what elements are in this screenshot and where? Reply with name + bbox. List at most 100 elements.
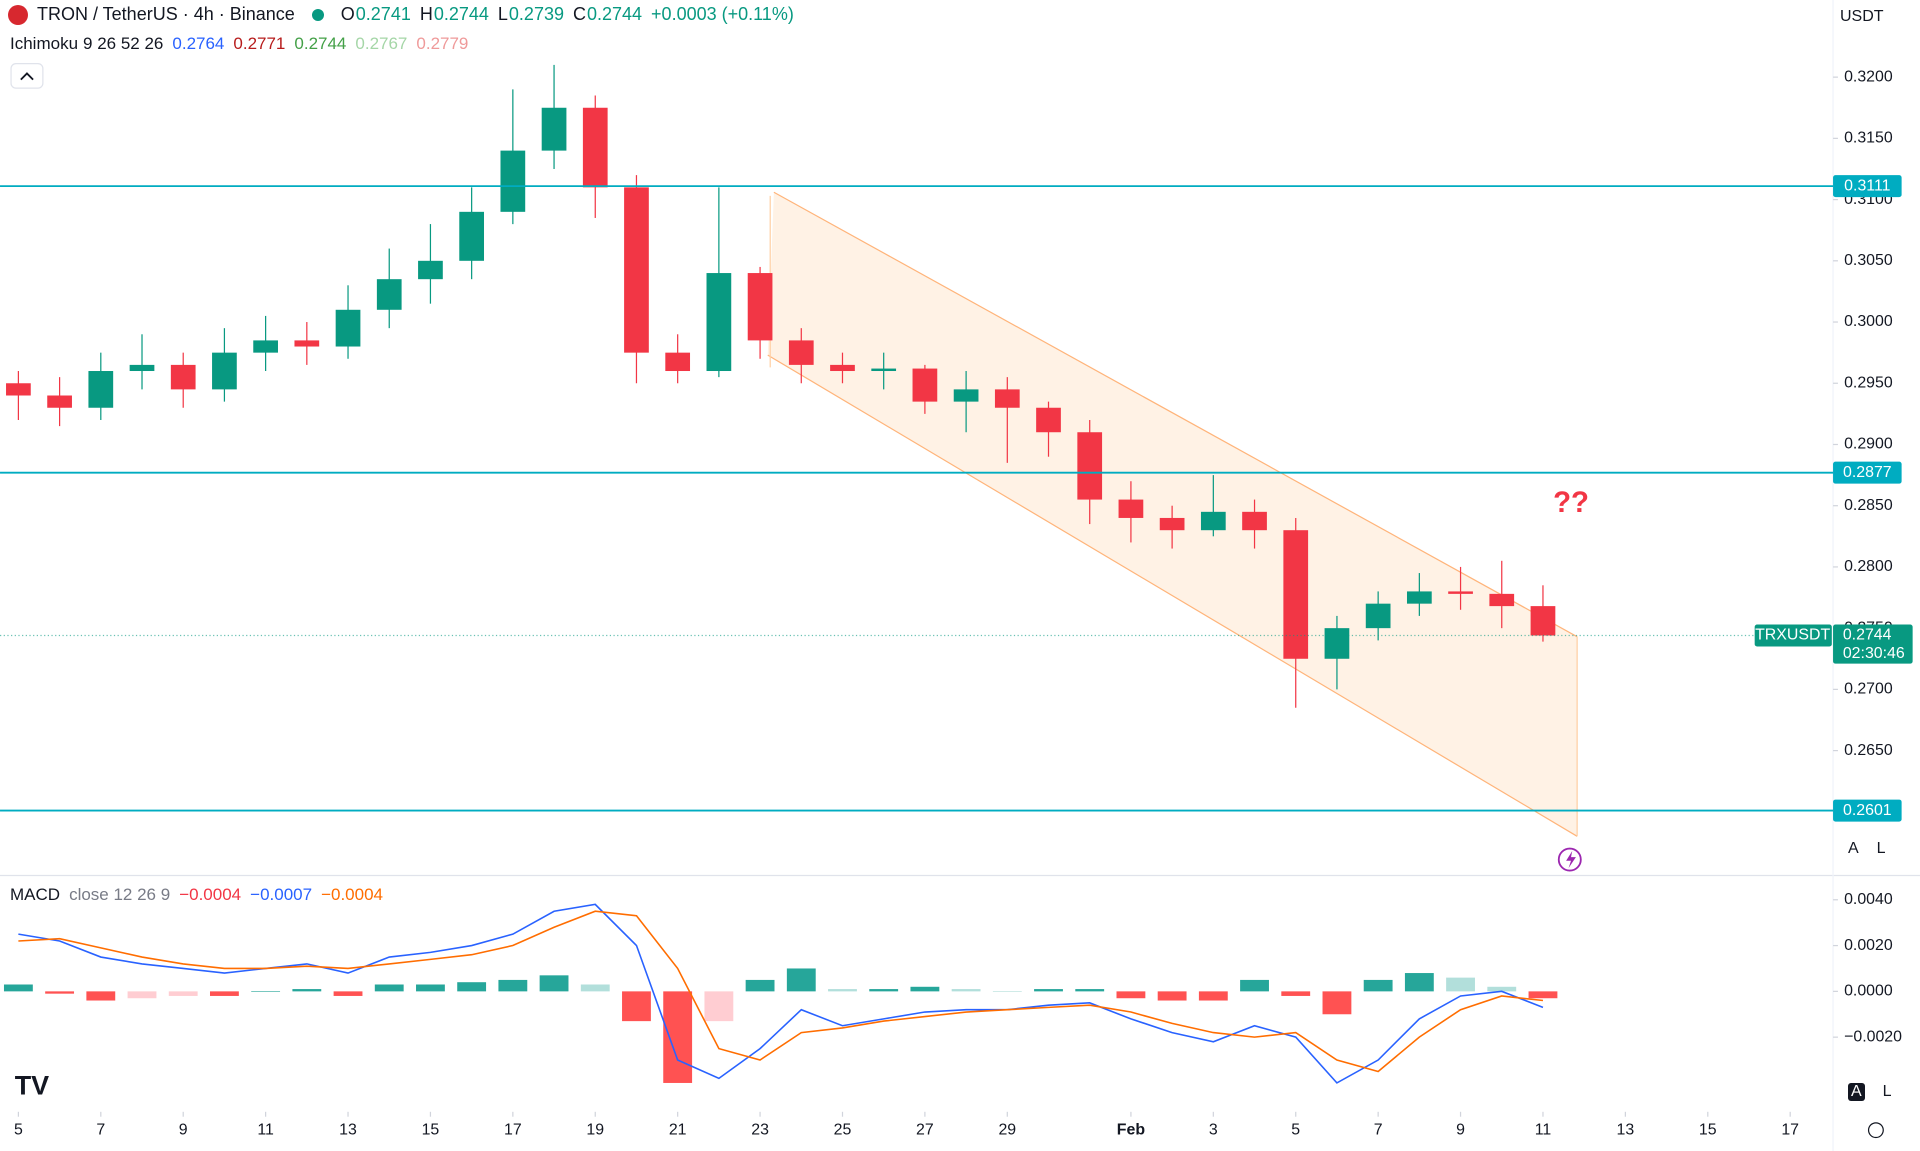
histogram-bar bbox=[127, 991, 157, 999]
histogram-bar bbox=[1404, 973, 1434, 992]
market-status bbox=[311, 8, 324, 21]
histogram-bar bbox=[663, 991, 693, 1083]
auto-button[interactable]: A bbox=[1848, 840, 1859, 857]
ohlc-label: O bbox=[340, 4, 355, 24]
y-tick-label: 0.0040 bbox=[1844, 891, 1893, 908]
level-label-box bbox=[1833, 799, 1902, 822]
candle-body bbox=[1489, 593, 1515, 607]
histogram-bar bbox=[869, 989, 899, 992]
logo: TV bbox=[15, 1070, 49, 1100]
candle-body bbox=[541, 107, 567, 151]
candle-body bbox=[253, 340, 278, 353]
histogram-bar bbox=[1116, 991, 1146, 999]
log-button[interactable]: L bbox=[1882, 1083, 1892, 1100]
signal-line bbox=[18, 910, 1544, 1073]
histogram-bar bbox=[1322, 991, 1352, 1015]
indicator-value: −0.0004 bbox=[179, 885, 242, 904]
y-tick-label: 0.2650 bbox=[1844, 742, 1893, 759]
currency[interactable]: USDT bbox=[1840, 8, 1884, 25]
indicator-value: 0.2779 bbox=[416, 34, 469, 53]
histogram-bar bbox=[951, 989, 981, 992]
x-tick-label: 11 bbox=[257, 1121, 274, 1138]
candle-body bbox=[212, 352, 237, 390]
indicator-value: 0.2764 bbox=[172, 34, 225, 53]
x-tick-label: 29 bbox=[998, 1121, 1016, 1138]
histogram-bar bbox=[168, 991, 198, 996]
histogram-bar bbox=[1075, 989, 1105, 992]
candle-body bbox=[459, 211, 485, 261]
ohlc-label: H bbox=[419, 4, 433, 24]
candle-body bbox=[747, 273, 773, 341]
histogram-bar bbox=[1157, 991, 1187, 1001]
x-tick-label: 7 bbox=[1374, 1121, 1383, 1138]
x-tick-label: 9 bbox=[1456, 1121, 1465, 1138]
collapse-icon bbox=[20, 72, 34, 81]
symbol-title[interactable]: TRON / TetherUS · 4h · Binance bbox=[37, 4, 295, 24]
ohlc-value: 0.2739 bbox=[508, 4, 564, 24]
candle-body bbox=[170, 364, 196, 390]
x-tick-label: 13 bbox=[339, 1121, 357, 1138]
histogram-bar bbox=[45, 991, 75, 994]
price-change: +0.0003 (+0.11%) bbox=[651, 4, 794, 24]
y-tick-label: 0.2850 bbox=[1844, 497, 1893, 514]
histogram-bar bbox=[3, 984, 33, 992]
symbol-label: TRXUSDT bbox=[1755, 627, 1830, 644]
price-label: 0.2744 bbox=[1843, 627, 1892, 644]
alert-icon[interactable] bbox=[1557, 847, 1582, 872]
histogram-bar bbox=[745, 979, 775, 992]
settings-icon[interactable] bbox=[1867, 1122, 1884, 1139]
x-tick-label: 5 bbox=[1291, 1121, 1300, 1138]
histogram-bar bbox=[86, 991, 116, 1001]
y-tick-label: 0.2950 bbox=[1844, 374, 1893, 391]
candle-body bbox=[706, 273, 732, 372]
histogram-bar bbox=[910, 986, 940, 992]
ichimoku-legend: Ichimoku 9 26 52 26 0.2764 0.2771 0.2744 0.… bbox=[10, 34, 468, 54]
candle-body bbox=[830, 364, 855, 372]
candle-body bbox=[1077, 432, 1103, 500]
level-label: 0.3111 bbox=[1844, 177, 1890, 194]
indicator-name[interactable]: Ichimoku bbox=[10, 34, 79, 53]
candle-body bbox=[1365, 603, 1391, 629]
candle-body bbox=[1324, 628, 1350, 659]
histogram-bar bbox=[416, 984, 445, 992]
x-tick-label: 19 bbox=[586, 1121, 604, 1138]
y-tick-label: 0.2700 bbox=[1844, 681, 1893, 698]
candle-body bbox=[294, 340, 320, 347]
log-button[interactable]: L bbox=[1876, 840, 1886, 857]
y-tick-label: 0.2800 bbox=[1844, 558, 1893, 575]
x-tick-label: 27 bbox=[916, 1121, 934, 1138]
candle-body bbox=[1448, 591, 1473, 594]
candle-body bbox=[6, 383, 31, 396]
indicator-value: 0.2771 bbox=[233, 34, 286, 53]
histogram-bar bbox=[209, 991, 239, 996]
x-tick-label: 7 bbox=[96, 1121, 105, 1138]
indicator-params: close 12 26 9 bbox=[69, 885, 171, 904]
indicator-name[interactable]: MACD bbox=[10, 885, 61, 904]
histogram-bar bbox=[1528, 991, 1558, 999]
y-tick-label: 0.0020 bbox=[1844, 937, 1893, 954]
candle-body bbox=[1283, 530, 1309, 659]
histogram-bar bbox=[251, 991, 281, 992]
histogram-bar bbox=[1487, 986, 1517, 992]
x-tick-label: Feb bbox=[1117, 1121, 1146, 1138]
auto-button[interactable]: A bbox=[1848, 1083, 1865, 1101]
indicator-value: 0.2744 bbox=[294, 34, 347, 53]
histogram-bar bbox=[1240, 979, 1269, 992]
histogram-bar bbox=[622, 991, 651, 1022]
level-label: 0.2877 bbox=[1843, 464, 1892, 481]
x-tick-label: 15 bbox=[1699, 1121, 1717, 1138]
collapse-button[interactable] bbox=[10, 63, 44, 89]
candle-body bbox=[1530, 606, 1556, 636]
candle-body bbox=[871, 368, 897, 372]
ohlc-value: 0.2741 bbox=[355, 4, 411, 24]
histogram-bar bbox=[1198, 991, 1228, 1001]
candle-body bbox=[129, 364, 155, 372]
x-tick-label: 11 bbox=[1535, 1121, 1552, 1138]
annotation: ?? bbox=[1553, 486, 1589, 519]
y-tick-label: 0.3150 bbox=[1844, 130, 1893, 147]
symbol-header: TRON / TetherUS · 4h · Binance O 0.2741 H… bbox=[8, 4, 794, 25]
y-tick-label: 0.3200 bbox=[1844, 68, 1893, 85]
histogram-bar bbox=[580, 984, 610, 992]
